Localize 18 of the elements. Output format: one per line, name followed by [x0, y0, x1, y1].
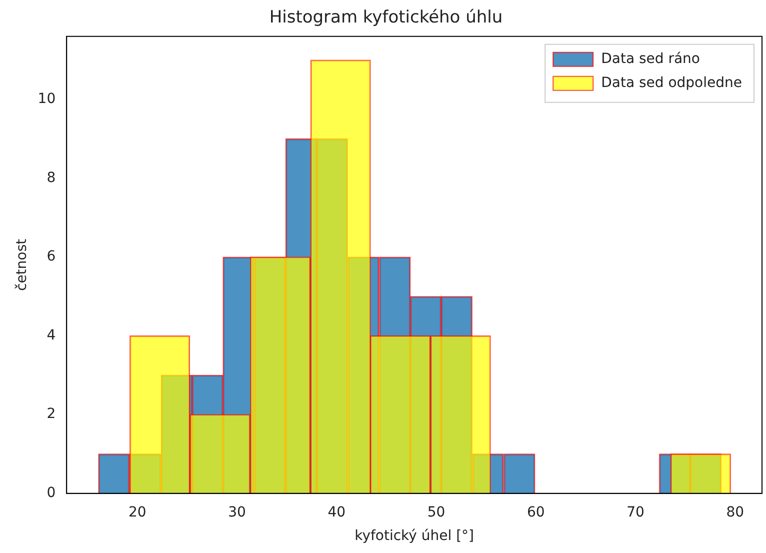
x-tick-label: 70 [626, 504, 644, 520]
legend-label: Data sed odpoledne [601, 75, 742, 92]
chart-title: Histogram kyfotického úhlu [269, 8, 503, 28]
x-tick-label: 60 [526, 504, 545, 520]
y-tick-label: 2 [46, 406, 56, 422]
y-tick-label: 4 [46, 327, 56, 344]
y-tick-label: 0 [46, 485, 56, 502]
x-tick-label: 40 [328, 504, 346, 520]
y-tick-label: 6 [46, 248, 56, 265]
y-axis-title: četnost [14, 238, 30, 291]
x-axis-title: kyfotický úhel [°] [354, 528, 474, 544]
x-tick-label: 20 [128, 504, 146, 520]
x-tick-label: 50 [427, 504, 446, 520]
legend-label: Data sed ráno [601, 51, 700, 68]
y-tick-label: 8 [46, 170, 56, 186]
y-tick-label: 10 [38, 91, 56, 108]
x-tick-label: 30 [228, 504, 246, 520]
x-tick-label: 80 [726, 504, 744, 520]
